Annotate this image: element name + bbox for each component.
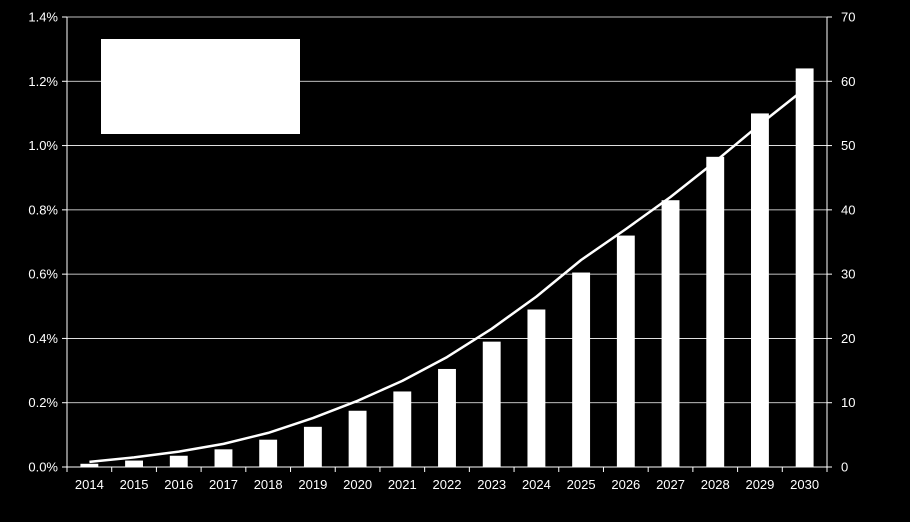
y-left-tick-label: 0.4% <box>28 331 58 346</box>
y-right-tick-label: 40 <box>841 202 855 217</box>
bar <box>125 460 143 467</box>
y-right-tick-label: 20 <box>841 331 855 346</box>
y-right-tick-label: 70 <box>841 10 855 25</box>
axes <box>62 16 832 472</box>
x-tick-label: 2028 <box>701 477 730 492</box>
x-tick-label: 2021 <box>388 477 417 492</box>
bar <box>438 368 456 467</box>
bar <box>348 410 367 467</box>
y-left-tick-label: 0.0% <box>28 460 58 475</box>
tick-labels: 0.0%0.2%0.4%0.6%0.8%1.0%1.2%1.4%01020304… <box>28 10 855 493</box>
x-tick-label: 2020 <box>343 477 372 492</box>
bar <box>572 272 591 467</box>
y-left-tick-label: 0.8% <box>28 202 58 217</box>
x-tick-label: 2027 <box>656 477 685 492</box>
x-tick-label: 2019 <box>298 477 327 492</box>
bar <box>303 426 322 467</box>
x-tick-label: 2016 <box>164 477 193 492</box>
bar-series <box>80 68 814 468</box>
x-tick-label: 2017 <box>209 477 238 492</box>
bar <box>751 113 769 467</box>
y-right-tick-label: 50 <box>841 138 855 153</box>
x-tick-label: 2018 <box>254 477 283 492</box>
bar <box>706 156 725 468</box>
x-tick-label: 2026 <box>611 477 640 492</box>
y-right-tick-label: 10 <box>841 395 855 410</box>
x-tick-label: 2023 <box>477 477 506 492</box>
y-right-tick-label: 30 <box>841 267 855 282</box>
x-tick-label: 2022 <box>433 477 462 492</box>
x-tick-label: 2024 <box>522 477 551 492</box>
bar <box>795 68 814 467</box>
y-left-tick-label: 0.2% <box>28 395 58 410</box>
bar <box>259 439 278 467</box>
y-left-tick-label: 1.4% <box>28 10 58 25</box>
x-tick-label: 2030 <box>790 477 819 492</box>
gridlines <box>67 16 827 404</box>
y-right-tick-label: 0 <box>841 460 848 475</box>
line-series <box>89 88 806 464</box>
bar <box>214 449 233 467</box>
y-left-tick-label: 1.2% <box>28 74 58 89</box>
x-tick-label: 2015 <box>120 477 149 492</box>
x-tick-label: 2025 <box>567 477 596 492</box>
y-left-tick-label: 1.0% <box>28 138 58 153</box>
bar <box>661 200 680 467</box>
bar <box>169 455 188 467</box>
y-left-tick-label: 0.6% <box>28 267 58 282</box>
line-series-path <box>89 88 806 464</box>
bar <box>482 341 501 467</box>
bar <box>616 235 635 467</box>
bar <box>393 391 412 467</box>
x-tick-label: 2029 <box>745 477 774 492</box>
legend-box <box>101 39 300 134</box>
bar <box>80 463 99 467</box>
bar <box>527 309 546 467</box>
x-tick-label: 2014 <box>75 477 104 492</box>
y-right-tick-label: 60 <box>841 74 855 89</box>
